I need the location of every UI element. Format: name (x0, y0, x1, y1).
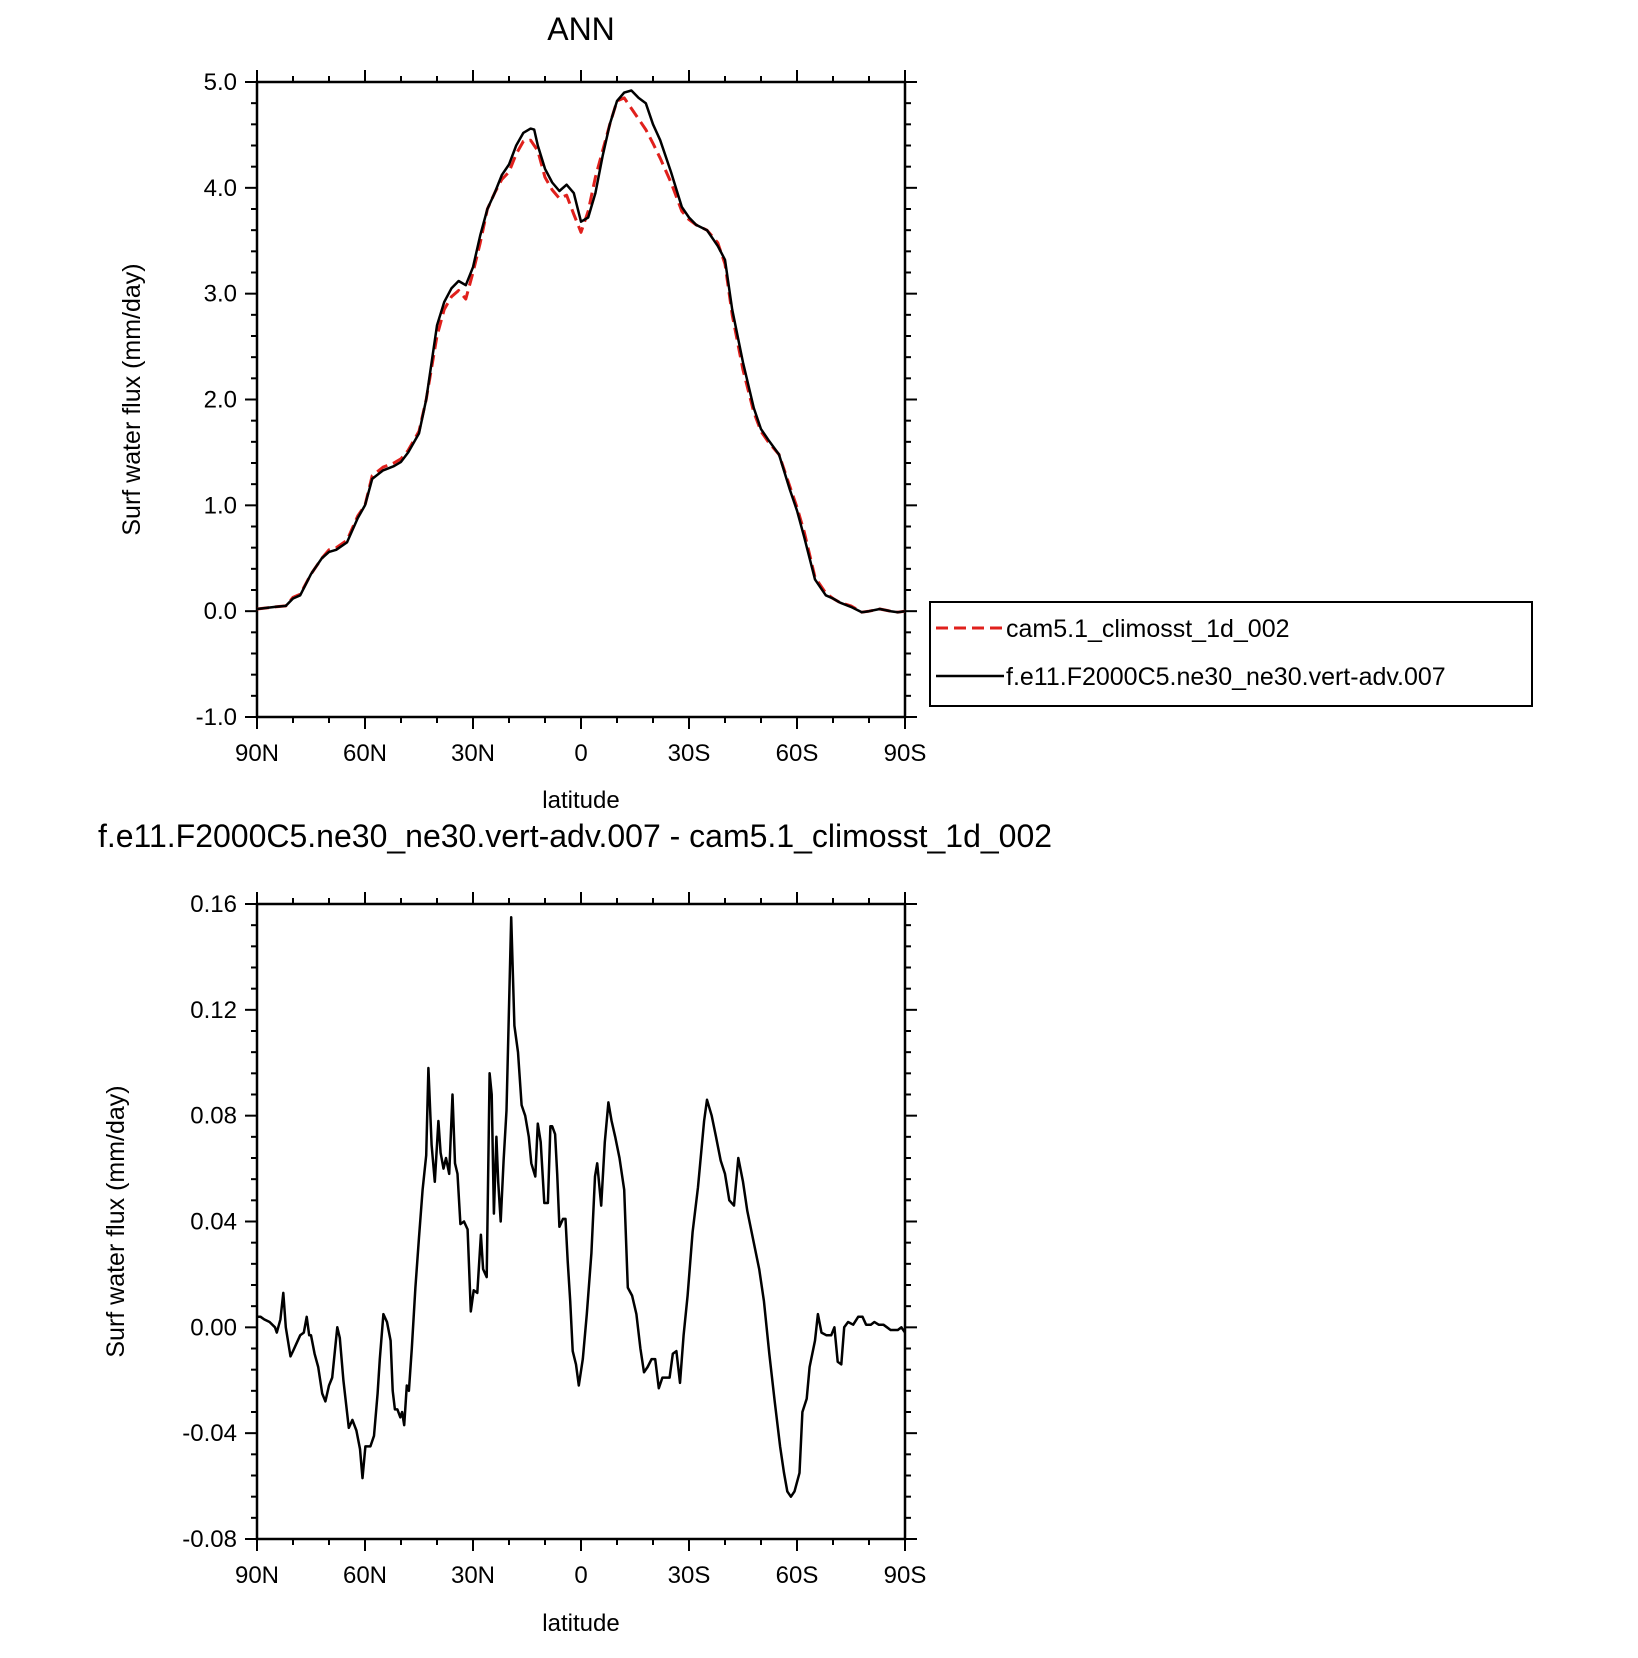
plot-frame (255, 902, 907, 1541)
x-tick-label: 60N (343, 1562, 387, 1589)
legend-box (929, 601, 1533, 707)
x-axis-label: latitude (542, 787, 619, 814)
x-tick-label: 90N (235, 740, 279, 767)
y-tick-label: -1.0 (196, 704, 237, 731)
x-tick-label: 60N (343, 740, 387, 767)
y-tick-label: 3.0 (204, 281, 237, 308)
x-tick-label: 30N (451, 740, 495, 767)
y-tick-label: 0.08 (190, 1103, 237, 1130)
top-panel-ann: ANN 90N 60N 30N 0 30S 60S 90S -1.0 0.0 1.0 2.0 3.0 4.… (118, 11, 1533, 814)
x-tick-label: 90N (235, 1562, 279, 1589)
y-tick-label: 0.04 (190, 1209, 237, 1236)
legend: cam5.1_climosst_1d_002 f.e11.F2000C5.ne30… (929, 601, 1533, 707)
y-tick-label: 4.0 (204, 175, 237, 202)
x-tick-label: 0 (574, 740, 587, 767)
y-tick-label: -0.04 (182, 1420, 237, 1447)
y-tick-label: -0.08 (182, 1526, 237, 1553)
bottom-panel-difference: f.e11.F2000C5.ne30_ne30.vert-adv.007 - c… (98, 818, 1052, 1637)
chart-title: ANN (547, 11, 615, 47)
series-line-0 (257, 915, 905, 1498)
y-tick-label: 0.12 (190, 997, 237, 1024)
x-tick-label: 0 (574, 1562, 587, 1589)
y-axis-label: Surf water flux (mm/day) (118, 263, 146, 535)
y-tick-label: 0.16 (190, 891, 237, 918)
y-axis-label: Surf water flux (mm/day) (102, 1085, 130, 1357)
x-axis-label: latitude (542, 1610, 619, 1637)
y-tick-label: 0.00 (190, 1314, 237, 1341)
x-tick-label: 90S (884, 1562, 927, 1589)
y-tick-label: 0.0 (204, 598, 237, 625)
legend-entry-label: cam5.1_climosst_1d_002 (1006, 615, 1290, 643)
x-tick-label: 60S (776, 1562, 819, 1589)
x-tick-label: 30S (668, 1562, 711, 1589)
plot-frame (255, 80, 907, 719)
y-tick-label: 5.0 (204, 69, 237, 96)
y-tick-label: 2.0 (204, 387, 237, 414)
x-tick-label: 60S (776, 740, 819, 767)
series-line-1 (257, 89, 905, 614)
chart-title: f.e11.F2000C5.ne30_ne30.vert-adv.007 - c… (98, 818, 1052, 854)
x-tick-label: 30N (451, 1562, 495, 1589)
x-tick-label: 90S (884, 740, 927, 767)
x-tick-label: 30S (668, 740, 711, 767)
series-line-0 (257, 96, 905, 614)
legend-entry-label: f.e11.F2000C5.ne30_ne30.vert-adv.007 (1006, 663, 1446, 691)
y-tick-label: 1.0 (204, 492, 237, 519)
